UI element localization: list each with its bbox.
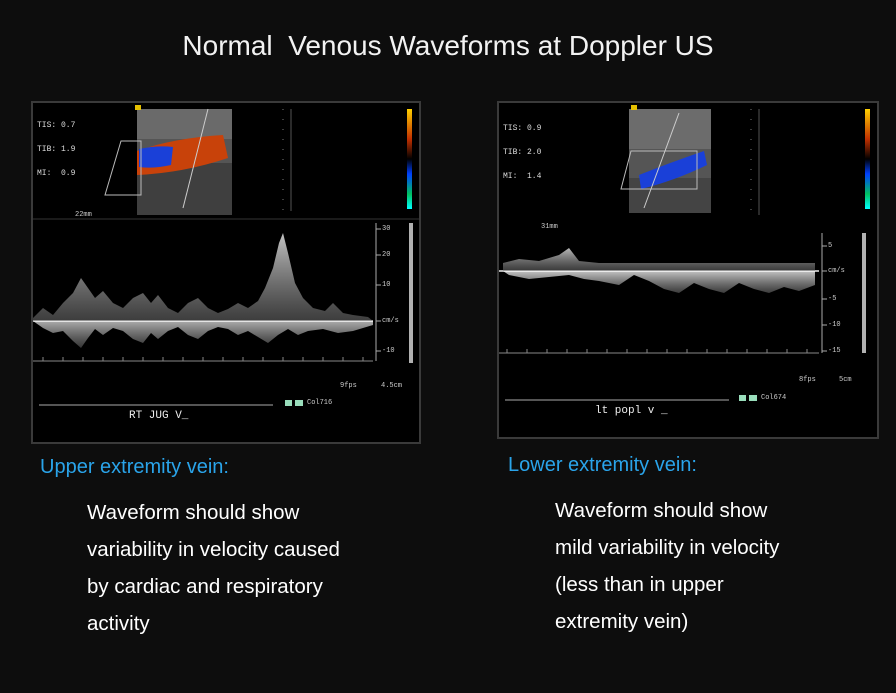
acoustic-params: TIS: 0.7 TIB: 1.9 MI: 0.9 <box>37 106 75 194</box>
description-line: activity <box>87 612 150 635</box>
description-line: (less than in upper <box>555 573 724 596</box>
depth-label: 31mm <box>541 223 558 231</box>
description-line: Waveform should show <box>87 501 300 524</box>
tis-value: TIS: 0.7 <box>37 121 76 130</box>
spectral-waveform-lower <box>33 321 373 348</box>
scale-tick-20: 20 <box>382 251 391 259</box>
mi-value: MI: 0.9 <box>37 169 76 178</box>
tib-value: TIB: 1.9 <box>37 145 76 154</box>
depth-value: 4.5cm <box>381 382 403 390</box>
scale-tick-5: 5 <box>828 242 833 250</box>
scale-tick-neg10: -10 <box>828 321 841 329</box>
color-flow-blue <box>139 146 173 168</box>
scale-unit: cm/s <box>828 267 845 275</box>
preset-label: Col716 <box>307 399 333 407</box>
acoustic-params: TIS: 0.9 TIB: 2.0 MI: 1.4 <box>503 109 541 197</box>
slide-title: Normal Venous Waveforms at Doppler US <box>182 30 714 61</box>
spectral-waveform-upper <box>33 233 373 321</box>
frame-rate: 8fps <box>799 376 816 384</box>
tis-value: TIS: 0.9 <box>503 124 542 133</box>
upper-extremity-description: Waveform should show variability in velo… <box>87 494 340 642</box>
frame-rate: 9fps <box>340 382 357 390</box>
description-line: extremity vein) <box>555 610 689 633</box>
depth-value: 5cm <box>839 376 852 384</box>
lower-extremity-description: Waveform should show mild variability in… <box>555 492 779 640</box>
color-scale-bar <box>407 109 412 209</box>
description-line: Waveform should show <box>555 499 768 522</box>
scale-tick-neg10: -10 <box>382 347 395 355</box>
lower-extremity-doppler-image: TIS: 0.9 TIB: 2.0 MI: 1.4 31mm 5 cm/s -5… <box>497 101 879 439</box>
upper-extremity-heading: Upper extremity vein: <box>40 456 229 478</box>
description-line: by cardiac and respiratory <box>87 575 323 598</box>
description-line: variability in velocity caused <box>87 538 340 561</box>
lower-extremity-heading: Lower extremity vein: <box>508 454 697 476</box>
depth-label: 22mm <box>75 211 92 219</box>
upper-extremity-doppler-image: TIS: 0.7 TIB: 1.9 MI: 0.9 22mm 30 20 10 … <box>31 101 421 444</box>
preset-label: Col674 <box>761 394 787 402</box>
mi-value: MI: 1.4 <box>503 172 542 181</box>
left-doppler-graphics <box>33 105 419 406</box>
vessel-label: RT JUG V_ <box>129 410 189 422</box>
color-scale-bar <box>865 109 870 209</box>
spectral-waveform-upper <box>503 248 815 271</box>
color-flow-blue <box>639 151 707 189</box>
scale-tick-10: 10 <box>382 281 391 289</box>
tib-value: TIB: 2.0 <box>503 148 542 157</box>
spectral-waveform-lower <box>503 271 815 293</box>
vessel-label: lt popl v _ <box>595 405 668 417</box>
description-line: mild variability in velocity <box>555 536 780 559</box>
scale-tick-30: 30 <box>382 225 391 233</box>
scale-tick-neg15: -15 <box>828 347 841 355</box>
right-doppler-graphics <box>499 105 870 401</box>
scale-tick-neg5: -5 <box>828 295 837 303</box>
scale-unit: cm/s <box>382 317 399 325</box>
